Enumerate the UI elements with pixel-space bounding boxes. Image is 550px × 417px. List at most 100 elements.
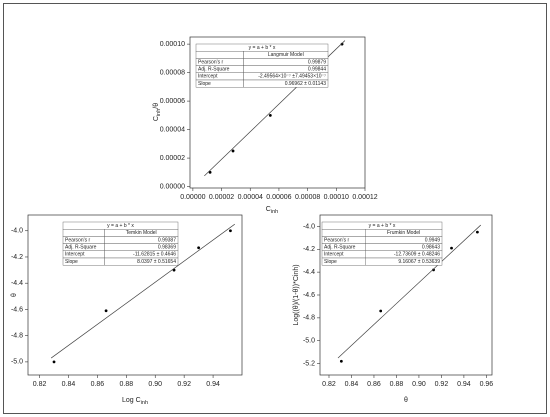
table-model: Frumkin Model (387, 230, 420, 236)
y-tick-label: -4.2 (11, 254, 23, 261)
x-tick-label: 0.88 (120, 381, 134, 388)
x-tick-label: 0.00004 (238, 194, 263, 201)
data-point (208, 170, 212, 174)
x-tick-label: 0.94 (457, 381, 471, 388)
x-axis-label: Cinh (266, 206, 278, 216)
table-value: 0.98643 (422, 245, 440, 251)
table-key: Pearson's r (324, 237, 349, 243)
x-tick-label: 0.94 (206, 381, 220, 388)
table-value: 0.99879 (308, 59, 326, 65)
y-tick-label: -4.6 (11, 306, 23, 313)
data-point (432, 268, 435, 272)
table-key: Intercept (198, 74, 218, 80)
x-tick-label: 0.00006 (266, 194, 291, 201)
table-key: Adj. R-Square (198, 67, 230, 73)
x-tick-label: 0.84 (345, 381, 359, 388)
y-tick-label: -5.2 (303, 360, 315, 367)
table-equation: y = a + b * x (107, 223, 134, 229)
x-axis-label-part: inh (141, 400, 148, 406)
data-point (197, 246, 201, 250)
plot-area (189, 36, 366, 189)
data-point (450, 246, 453, 250)
x-tick-label: 0.86 (367, 381, 381, 388)
x-tick-label: 0.84 (62, 381, 76, 388)
data-point (231, 149, 235, 153)
x-axis-label: θ (404, 397, 408, 404)
y-axis-label-part: /θ (153, 103, 160, 109)
table-cell (62, 228, 105, 237)
table-cell (195, 51, 244, 59)
y-tick-label: 0.00010 (160, 41, 185, 48)
x-tick-label: 0.82 (33, 381, 47, 388)
data-point (104, 309, 108, 313)
x-tick-label: 0.86 (91, 381, 105, 388)
data-point (339, 359, 343, 363)
y-tick-label: -5.0 (303, 338, 315, 345)
x-tick-label: 0.90 (148, 381, 162, 388)
table-value: 9.16067 ± 0.53639 (398, 259, 440, 265)
table-value: 0.98369 (158, 245, 176, 251)
y-axis-label: Log((θ)/(1-θ))*Cinh) (293, 264, 300, 325)
table-cell (104, 257, 179, 266)
table-equation: y = a + b * x (249, 45, 276, 51)
x-axis-label-part: Log C (122, 397, 141, 404)
y-tick-label: -5.0 (11, 359, 23, 366)
x-tick-label: 0.00012 (352, 194, 377, 201)
table-key: Adj. R-Square (324, 245, 356, 251)
y-axis-label: θ (11, 293, 18, 297)
x-axis-label: Log Cinh (122, 397, 148, 407)
y-tick-label: 0.00002 (160, 155, 185, 162)
x-tick-label: 0.00000 (180, 194, 205, 201)
x-tick-label: 0.82 (322, 381, 336, 388)
y-axis-label-part: inh (156, 109, 162, 116)
table-cell (321, 228, 366, 237)
x-axis-label-part: C (266, 206, 271, 213)
y-tick-label: -4.8 (303, 315, 315, 322)
y-tick-label: -4.4 (11, 280, 23, 287)
y-tick-label: -4.0 (11, 228, 23, 235)
data-point (379, 309, 383, 313)
table-key: Slope (65, 259, 78, 265)
y-axis-label-part: C (153, 116, 160, 121)
x-tick-label: 0.92 (177, 381, 191, 388)
data-point (229, 229, 232, 233)
data-point (340, 42, 344, 46)
table-model: Langmuir Model (268, 52, 304, 58)
y-tick-label: -4.0 (303, 223, 315, 230)
table-equation: y = a + b * x (369, 223, 396, 229)
data-point (475, 230, 479, 234)
x-tick-label: 0.00008 (295, 194, 320, 201)
x-tick-label: 0.92 (435, 381, 449, 388)
x-tick-label: 0.96 (480, 381, 494, 388)
table-key: Pearson's r (198, 59, 223, 65)
data-point (268, 113, 272, 117)
y-axis-label: Cinh/θ (153, 103, 163, 121)
y-tick-label: 0.00006 (160, 98, 185, 105)
y-tick-label: -4.4 (303, 269, 315, 276)
table-value: 0.99844 (308, 67, 326, 73)
table-cell (365, 257, 443, 266)
table-key: Slope (198, 81, 211, 87)
x-tick-label: 0.90 (412, 381, 426, 388)
plot-area (27, 214, 243, 376)
x-tick-label: 0.00010 (324, 194, 349, 201)
fit-line (50, 223, 235, 359)
table-value: 8.0397 ± 0.51654 (137, 259, 176, 265)
table-value: 0.99387 (158, 237, 176, 243)
y-tick-label: 0.00000 (160, 183, 185, 190)
table-key: Slope (324, 259, 337, 265)
y-tick-label: -4.2 (303, 246, 315, 253)
data-point (52, 360, 56, 364)
table-key: Adj. R-Square (65, 245, 97, 251)
table-value: -11.62815 ± 0.4646 (133, 252, 176, 258)
table-value: -12.73609 ± 0.48246 (394, 252, 440, 258)
y-tick-label: 0.00008 (160, 69, 185, 76)
table-model: Temkin Model (126, 230, 157, 236)
y-tick-label: 0.00004 (160, 126, 185, 133)
table-key: Intercept (65, 252, 85, 258)
table-key: Intercept (324, 252, 344, 258)
x-tick-label: 0.00002 (209, 194, 234, 201)
